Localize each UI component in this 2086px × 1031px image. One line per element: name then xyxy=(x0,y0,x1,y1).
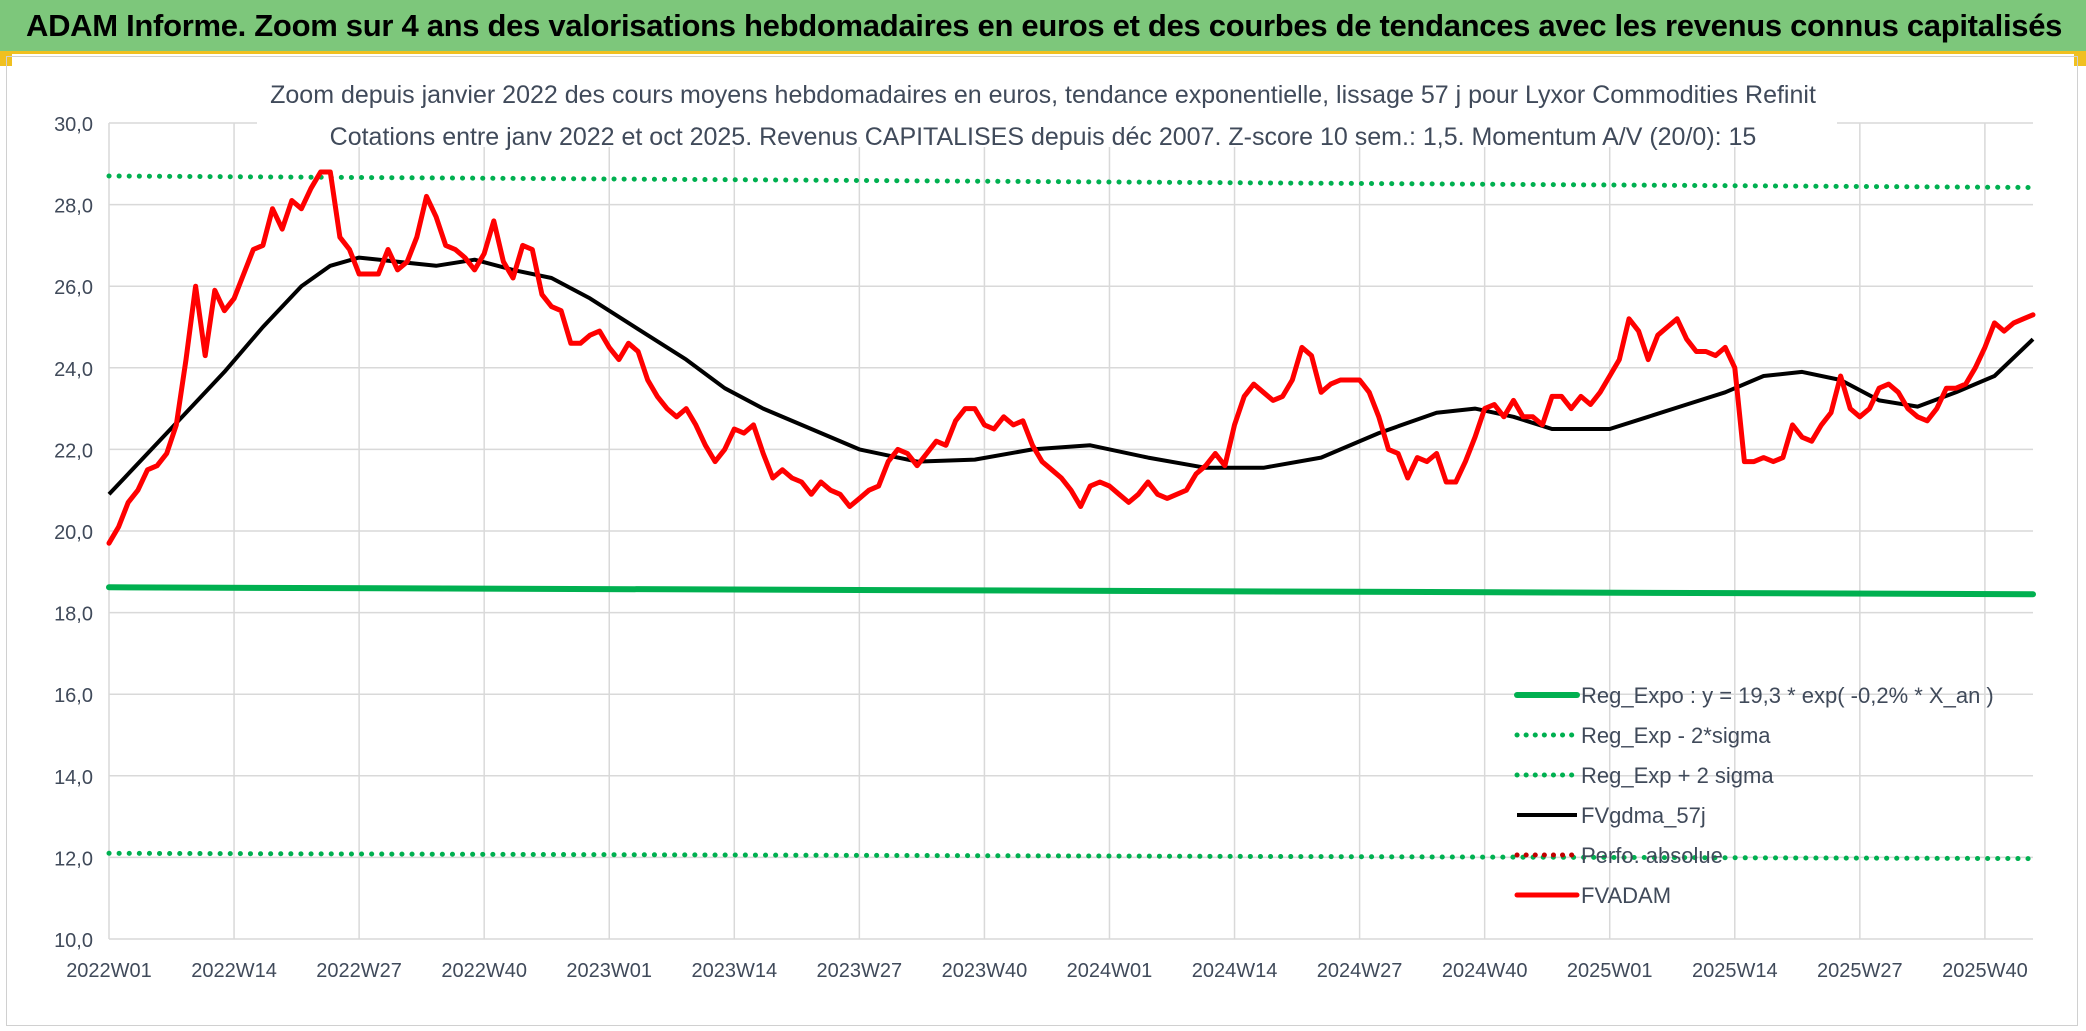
y-tick-label: 22,0 xyxy=(54,440,93,462)
x-axis-tick-labels: 2022W01 2022W14 2022W27 2022W40 2023W01 2023W… xyxy=(66,960,2028,982)
chart-legend: Reg_Expo : y = 19,3 * exp( -0,2% * X_an … xyxy=(1514,683,1994,908)
x-tick-label: 2024W14 xyxy=(1192,960,1278,982)
x-tick-label: 2024W01 xyxy=(1067,960,1153,982)
y-tick-label: 26,0 xyxy=(54,277,93,299)
series-line-1 xyxy=(106,850,2036,862)
chart-title: Zoom depuis janvier 2022 des cours moyen… xyxy=(270,81,1816,109)
line-chart: 10,0 12,0 14,0 16,0 18,0 20,0 22,0 24,0 26,0 28,0… xyxy=(54,71,2036,982)
page-title: ADAM Informe. Zoom sur 4 ans des valoris… xyxy=(26,8,2063,43)
y-tick-label: 30,0 xyxy=(54,114,93,136)
x-tick-label: 2023W14 xyxy=(691,960,777,982)
y-tick-label: 24,0 xyxy=(54,359,93,381)
x-tick-label: 2025W27 xyxy=(1817,960,1903,982)
series-line-2 xyxy=(106,173,2036,190)
legend-label-5: FVADAM xyxy=(1581,883,1671,908)
y-axis-tick-labels: 10,0 12,0 14,0 16,0 18,0 20,0 22,0 24,0 26,0 28,0… xyxy=(54,114,93,952)
x-tick-label: 2022W14 xyxy=(191,960,277,982)
y-tick-label: 12,0 xyxy=(54,848,93,870)
legend-label-2: Reg_Exp + 2 sigma xyxy=(1581,763,1774,788)
series-line-0 xyxy=(106,584,2036,598)
legend-label-0: Reg_Expo : y = 19,3 * exp( -0,2% * X_an … xyxy=(1581,683,1994,708)
x-tick-label: 2022W01 xyxy=(66,960,152,982)
y-tick-label: 28,0 xyxy=(54,196,93,218)
x-tick-label: 2025W01 xyxy=(1567,960,1653,982)
x-tick-label: 2023W27 xyxy=(817,960,903,982)
legend-label-4: Perfo. absolue xyxy=(1581,843,1723,868)
series-line-3 xyxy=(107,255,2035,496)
chart-frame: 10,0 12,0 14,0 16,0 18,0 20,0 22,0 24,0 26,0 28,0… xyxy=(6,56,2078,1026)
y-tick-label: 14,0 xyxy=(54,767,93,789)
grid-lines xyxy=(108,122,2033,940)
chart-title-background xyxy=(257,71,1837,147)
series-line-5 xyxy=(106,169,2036,546)
x-tick-label: 2025W40 xyxy=(1942,960,2028,982)
y-tick-label: 10,0 xyxy=(54,930,93,952)
chart-subtitle: Cotations entre janv 2022 et oct 2025. R… xyxy=(330,123,1757,151)
x-tick-label: 2022W27 xyxy=(316,960,402,982)
legend-label-1: Reg_Exp - 2*sigma xyxy=(1581,723,1771,748)
y-tick-label: 18,0 xyxy=(54,604,93,626)
legend-label-3: FVgdma_57j xyxy=(1581,803,1706,828)
x-tick-label: 2023W01 xyxy=(566,960,652,982)
header-banner: ADAM Informe. Zoom sur 4 ans des valoris… xyxy=(0,0,2086,54)
y-tick-label: 20,0 xyxy=(54,522,93,544)
x-tick-label: 2022W40 xyxy=(441,960,527,982)
chart-series xyxy=(106,169,2036,862)
x-tick-label: 2024W27 xyxy=(1317,960,1403,982)
x-tick-label: 2025W14 xyxy=(1692,960,1778,982)
chart-titles: Zoom depuis janvier 2022 des cours moyen… xyxy=(257,71,1837,151)
y-tick-label: 16,0 xyxy=(54,685,93,707)
x-tick-label: 2023W40 xyxy=(942,960,1028,982)
x-tick-label: 2024W40 xyxy=(1442,960,1528,982)
